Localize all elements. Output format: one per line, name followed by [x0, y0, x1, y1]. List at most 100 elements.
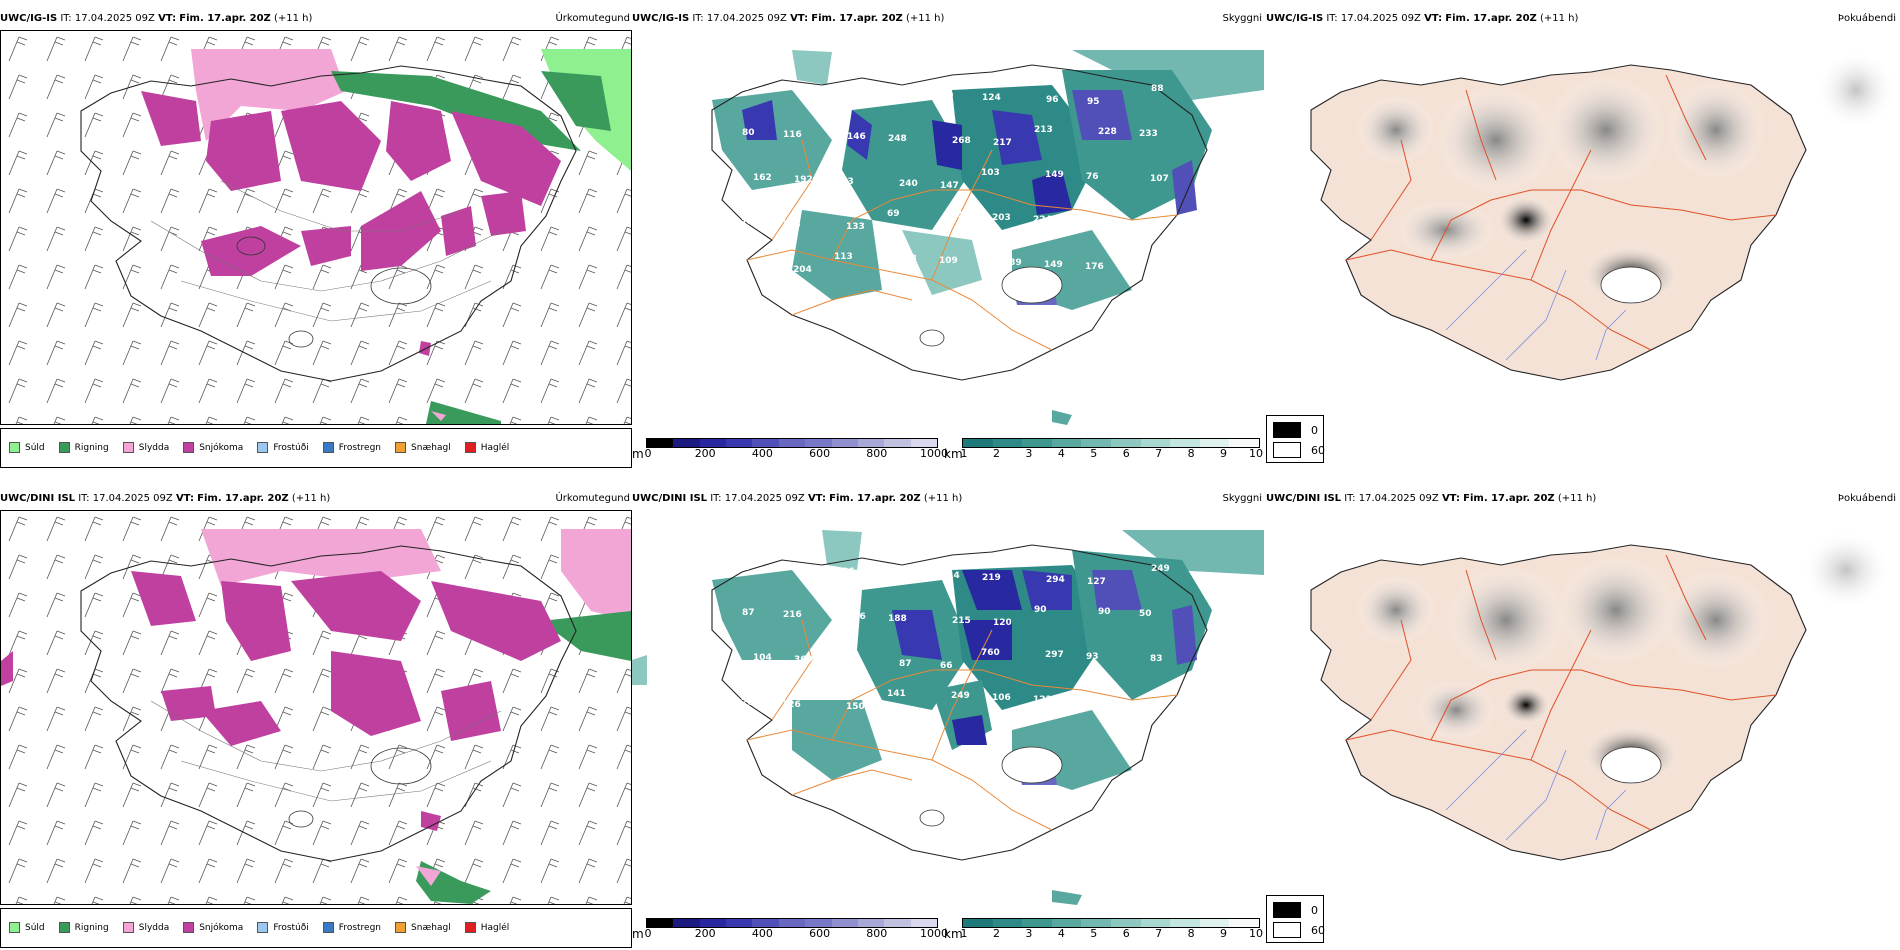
colorbar-tick-label: 800 [866, 447, 888, 460]
fog-shading [1356, 530, 1891, 785]
panel-precip-type-row1: UWC/IG-IS IT: 17.04.2025 09Z VT: Fim. 17… [0, 10, 632, 468]
legend-label: Súld [25, 922, 45, 933]
colorbar-tick-label: 4 [1057, 927, 1065, 940]
iceland-outline [80, 65, 577, 382]
visibility-value-label: 90 [1098, 607, 1111, 617]
colorbar-segment [726, 919, 753, 927]
colorbar-segment [752, 439, 779, 447]
visibility-value-label: 206 [741, 698, 760, 708]
visibility-value-label: 150 [846, 702, 865, 712]
visibility-value-label: 219 [982, 573, 1001, 583]
legend-swatch [257, 442, 269, 453]
product-name: Skyggni [1222, 493, 1262, 504]
colorbar-segment [857, 919, 885, 927]
legend-swatch [395, 922, 407, 933]
product-name: Úrkomutegund [555, 13, 630, 24]
visibility-value-label: 96 [1046, 95, 1059, 105]
colorbar-tick-label: 1000 [920, 927, 948, 940]
legend-item: Haglél [464, 922, 509, 933]
legend-swatch [122, 442, 134, 453]
legend-label: Snjókoma [199, 442, 244, 453]
visibility-colorbar: km 1 2 3 4 5 6 7 8 9 10 [944, 918, 1264, 942]
visibility-value-label: 123 [782, 220, 801, 230]
visibility-value-label: 104 [731, 563, 750, 573]
rivers [1445, 729, 1627, 841]
legend-item: Frostregn [322, 442, 382, 453]
visibility-value-label: 144 [741, 218, 760, 228]
colorbar-segment [673, 439, 700, 447]
legend-item: Haglél [464, 442, 510, 453]
colorbar-tick-label: 600 [809, 447, 831, 460]
visibility-value-label: 268 [952, 136, 971, 146]
legend-item: Snæhagl [395, 922, 451, 933]
visibility-value-label: 113 [834, 252, 853, 262]
product-name: Þokuábendi [1837, 493, 1896, 504]
visibility-colorbar: km 1 2 3 4 5 6 7 8 9 10 [944, 438, 1264, 462]
fog-legend-swatch [1273, 922, 1301, 938]
colorbar-tick-label: 9 [1220, 447, 1228, 460]
colorbar-tick-label: 9 [1220, 927, 1228, 940]
colorbar-tick-label: 1 [960, 447, 968, 460]
colorbar-segment [1199, 439, 1230, 447]
legend-item: Frostregn [322, 922, 381, 933]
visibility-value-label: 107 [1150, 174, 1169, 184]
legend-label: Frostúði [273, 442, 309, 453]
legend-item: Snjókoma [183, 922, 243, 933]
visibility-value-label: 248 [888, 134, 907, 144]
colorbar-segment [805, 919, 832, 927]
panel-header: UWC/IG-IS IT: 17.04.2025 09Z VT: Fim. 17… [1266, 10, 1898, 28]
visibility-value-label: 188 [888, 614, 907, 624]
visibility-areas [712, 50, 1264, 425]
iceland-outline [711, 64, 1208, 381]
legend-item: Slydda [122, 922, 170, 933]
precip-type-map[interactable] [0, 510, 632, 905]
visibility-map[interactable]: 618 111 115 85 99 124 96 95 88 80 116 146 248 268 217 2… [632, 30, 1264, 425]
legend-swatch [122, 922, 134, 933]
road-network [746, 139, 1178, 351]
fog-legend-label: 0 [1311, 423, 1318, 437]
legend-item: Snjókoma [183, 442, 243, 453]
colorbar-segment [752, 919, 779, 927]
visibility-value-label: 244 [951, 211, 970, 221]
visibility-value-label: 228 [1098, 127, 1117, 137]
visibility-value-label: 760 [981, 648, 1000, 658]
rivers [1445, 249, 1627, 361]
visibility-value-label: 213 [1034, 125, 1053, 135]
visibility-value-label: 217 [993, 138, 1012, 148]
visibility-value-label: 141 [887, 689, 906, 699]
colorbar-segment [1081, 919, 1111, 927]
visibility-value-label: 90 [1034, 605, 1047, 615]
colorbar-tick-label: 4 [1057, 447, 1065, 460]
legend-swatch [395, 442, 407, 453]
legend-swatch [183, 922, 195, 933]
precip-type-map[interactable] [0, 30, 632, 425]
legend-swatch [464, 922, 476, 933]
visibility-value-label: 121 [1033, 695, 1052, 705]
colorbar-tick-label: 3 [1025, 927, 1033, 940]
colorbar-segment [778, 919, 806, 927]
visibility-value-label: 294 [1046, 575, 1065, 585]
colorbar-tick-label: 5 [1090, 927, 1098, 940]
visibility-value-label: 306 [836, 567, 855, 577]
colorbar-segment [884, 439, 911, 447]
legend-label: Slydda [138, 442, 170, 453]
visibility-value-label: 115 [836, 87, 855, 97]
legend-label: Slydda [138, 922, 170, 933]
colorbar-segment [1199, 919, 1230, 927]
legend-swatch [58, 922, 70, 933]
visibility-value-label: 233 [1139, 129, 1158, 139]
visibility-value-label: 66 [940, 661, 953, 671]
visibility-map[interactable]: 104 104 306 120 114 219 294 127 249 87 216 196 188 21… [632, 510, 1264, 905]
product-name: Úrkomutegund [555, 493, 630, 504]
legend-item: Rigning [58, 922, 109, 933]
legend-label: Frostregn [338, 442, 382, 453]
road-network [746, 619, 1178, 831]
visibility-value-label: 126 [782, 700, 801, 710]
colorbar-segment [857, 439, 885, 447]
legend-label: Haglél [480, 442, 510, 453]
fog-map[interactable] [1266, 30, 1898, 425]
legend-swatch [183, 442, 195, 453]
visibility-value-label: 249 [1151, 564, 1170, 574]
fog-map[interactable] [1266, 510, 1898, 905]
legend-swatch [58, 442, 70, 453]
